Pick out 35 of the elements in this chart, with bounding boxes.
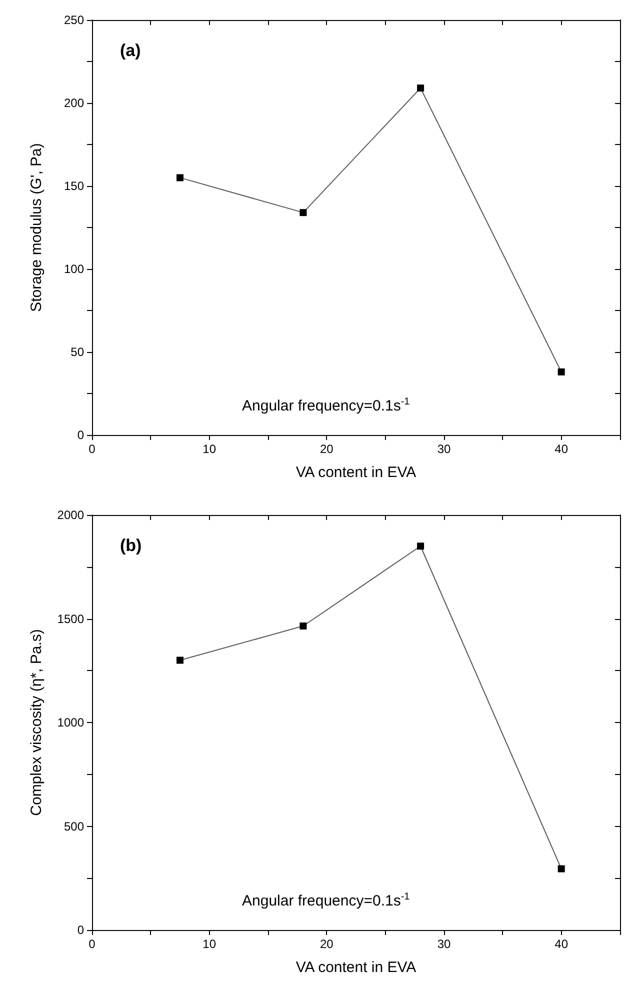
y-tick-label: 0 — [77, 923, 84, 937]
point — [176, 174, 184, 182]
x-axis-title: VA content in EVA — [296, 464, 416, 481]
y-tick-label: 0 — [77, 428, 84, 442]
y-tick-label: 2000 — [57, 508, 84, 522]
point — [417, 542, 424, 550]
x-tick-label: 40 — [554, 937, 568, 951]
x-tick-label: 10 — [202, 442, 216, 456]
y-tick-label: 250 — [64, 13, 84, 27]
x-tick-label: 30 — [437, 937, 451, 951]
y-axis-title: Storage modulus (G', Pa) — [28, 143, 45, 312]
y-tick-label: 1000 — [57, 716, 84, 730]
y-tick-label: 150 — [64, 179, 84, 193]
annotation: (a) — [120, 41, 141, 60]
annotation: (b) — [120, 536, 142, 555]
x-tick-label: 10 — [202, 937, 216, 951]
point — [176, 656, 184, 664]
point — [558, 865, 565, 872]
y-axis-title: Complex viscosity (η*, Pa.s) — [28, 629, 45, 816]
y-tick-label: 200 — [64, 96, 84, 110]
point — [558, 368, 565, 376]
x-tick-label: 0 — [88, 442, 96, 456]
x-tick-label: 20 — [320, 442, 334, 456]
x-tick-label: 40 — [554, 442, 568, 456]
point — [300, 622, 307, 630]
y-tick-label: 1500 — [57, 612, 84, 626]
y-tick-label: 50 — [70, 345, 84, 359]
x-tick-label: 30 — [437, 442, 451, 456]
x-tick-label: 20 — [320, 937, 334, 951]
point — [417, 84, 424, 92]
y-tick-label: 500 — [64, 819, 84, 834]
y-tick-label: 100 — [64, 262, 84, 276]
x-tick-label: 0 — [88, 937, 96, 951]
point — [300, 209, 307, 216]
x-axis-title: VA content in EVA — [296, 959, 416, 976]
